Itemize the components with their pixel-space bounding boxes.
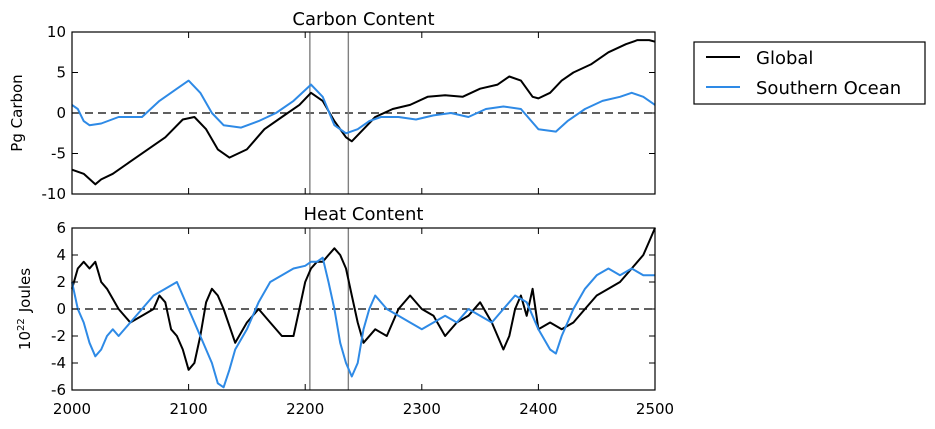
panel-heat-content: Heat Content -6 -4 -2 0 2 4 6 2000 2100 2200 2300 2… — [16, 204, 674, 418]
series-line-global-heat — [71, 227, 656, 371]
x-tick-label: 2400 — [519, 400, 557, 418]
y-tick-label: -10 — [42, 185, 67, 203]
series-line-southern-ocean-carbon — [71, 79, 656, 135]
y-axis-label-carbon: Pg Carbon — [8, 74, 26, 151]
y-axis-label-heat: 1022 Joules — [16, 268, 34, 350]
y-tick-label: 0 — [56, 300, 66, 318]
y-tick-label: 0 — [56, 104, 66, 122]
y-tick-label: 10 — [47, 23, 66, 41]
y-tick-label: 5 — [56, 64, 66, 82]
series-line-global-carbon — [71, 39, 656, 186]
x-tick-label: 2300 — [403, 400, 441, 418]
y-tick-label: 2 — [56, 273, 66, 291]
y-tick-label: 6 — [56, 219, 66, 237]
y-tick-label: -5 — [51, 145, 66, 163]
y-tick-label: -4 — [51, 354, 66, 372]
y-tick-label: 4 — [56, 246, 66, 264]
x-tick-label: 2500 — [636, 400, 674, 418]
panel-carbon-content: Carbon Content -10 -5 0 5 10 Pg Carbon — [8, 9, 656, 203]
y-tick-label: -2 — [51, 327, 66, 345]
y-axis-label-heat-prefix: 10 — [16, 331, 34, 350]
legend-label-global: Global — [756, 48, 813, 69]
x-tick-label: 2100 — [170, 400, 208, 418]
y-tick-label: -6 — [51, 381, 66, 399]
x-tick-label: 2000 — [53, 400, 91, 418]
x-tick-label: 2200 — [286, 400, 324, 418]
legend: Global Southern Ocean — [693, 41, 926, 105]
legend-box — [693, 41, 926, 105]
chart-title-heat: Heat Content — [303, 204, 423, 225]
chart-title-carbon: Carbon Content — [292, 9, 434, 30]
y-axis-label-heat-exponent: 22 — [16, 318, 27, 331]
series-line-southern-ocean-heat — [71, 256, 655, 389]
legend-label-southern-ocean: Southern Ocean — [756, 78, 901, 99]
y-axis-label-heat-unit: Joules — [16, 268, 34, 314]
